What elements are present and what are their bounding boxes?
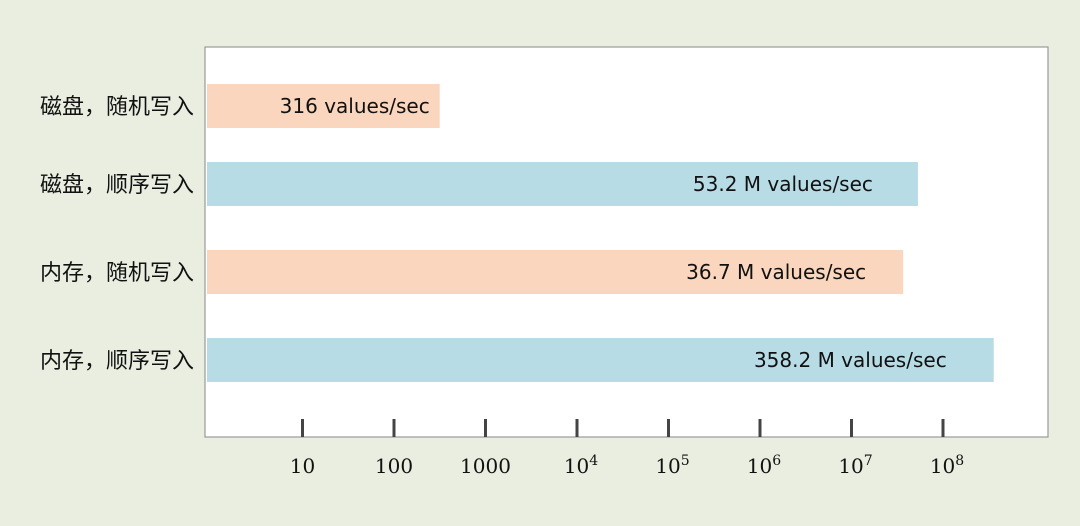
- bar-4: [207, 338, 994, 382]
- category-label-3: 内存，随机写入: [40, 261, 194, 286]
- x-axis: 10 100 1000 104 105 106 107 108: [290, 419, 964, 478]
- tick-exponent: 6: [772, 453, 781, 469]
- tick-exponent: 5: [681, 453, 690, 469]
- x-tick-label-4: 104: [564, 453, 598, 478]
- x-tick-label-6: 106: [747, 453, 781, 478]
- data-labels: 316 values/sec 53.2 M values/sec 36.7 M va…: [280, 94, 947, 372]
- bars: [207, 84, 994, 382]
- tick-base: 10: [747, 454, 772, 478]
- x-tick-label-3: 1000: [460, 454, 511, 478]
- x-tick-label-8: 108: [930, 453, 964, 478]
- data-label-1: 316 values/sec: [280, 94, 430, 118]
- x-tick-label-7: 107: [838, 453, 872, 478]
- bar-1: [207, 84, 440, 128]
- tick-base: 10: [655, 454, 680, 478]
- category-label-4: 内存，顺序写入: [40, 349, 194, 374]
- category-label-2: 磁盘，顺序写入: [40, 173, 194, 198]
- tick-base: 10: [290, 454, 315, 478]
- data-label-2: 53.2 M values/sec: [693, 172, 873, 196]
- data-label-3: 36.7 M values/sec: [686, 260, 866, 284]
- x-tick-label-5: 105: [655, 453, 689, 478]
- x-tick-label-2: 100: [375, 454, 413, 478]
- tick-base: 1000: [460, 454, 511, 478]
- tick-base: 10: [930, 454, 955, 478]
- tick-base: 10: [838, 454, 863, 478]
- category-label-1: 磁盘，随机写入: [40, 95, 194, 120]
- x-tick-label-1: 10: [290, 454, 315, 478]
- bar-3: [207, 250, 904, 294]
- tick-exponent: 7: [864, 453, 873, 469]
- data-label-4: 358.2 M values/sec: [754, 348, 947, 372]
- tick-base: 10: [564, 454, 589, 478]
- tick-exponent: 8: [955, 453, 964, 469]
- tick-exponent: 4: [589, 453, 598, 469]
- tick-base: 100: [375, 454, 413, 478]
- bar-2: [207, 162, 918, 206]
